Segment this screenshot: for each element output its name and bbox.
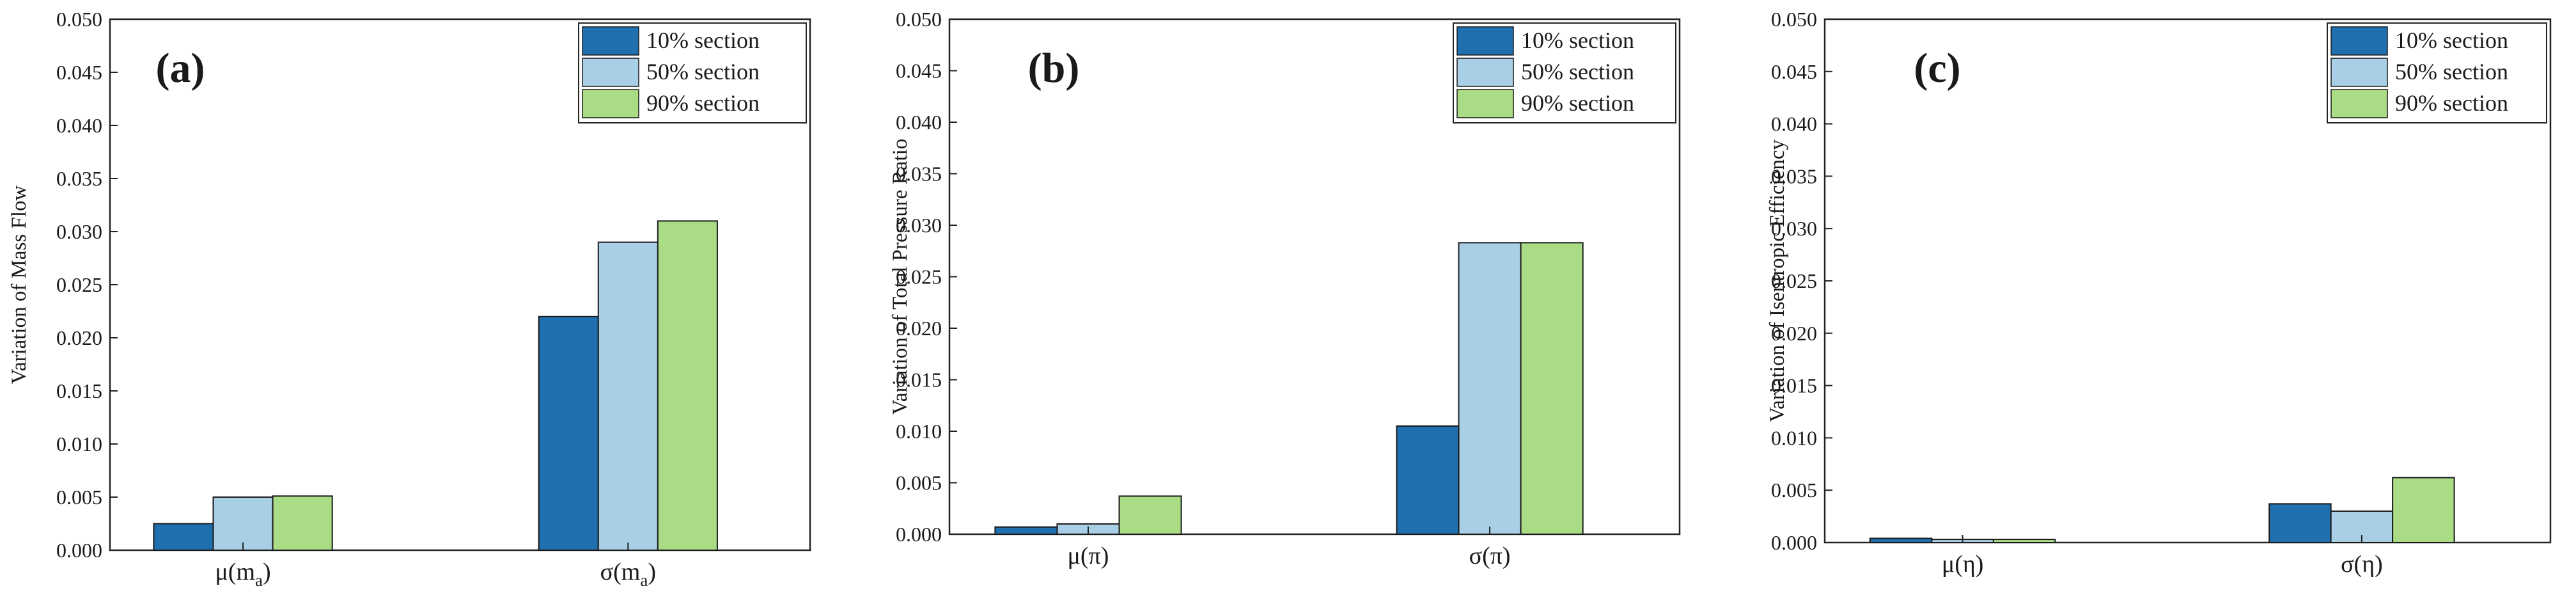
- legend-label: 10% section: [1521, 28, 1634, 53]
- bar-1-2: [538, 315, 599, 551]
- y-tick-label: 0.025: [1771, 269, 1817, 292]
- bar-2-2: [1458, 242, 1522, 535]
- y-tick-label: 0.020: [896, 317, 942, 340]
- y-axis-title: Variation of Total Pressure Ratio: [889, 139, 912, 415]
- y-tick-label: 0.045: [896, 60, 942, 83]
- y-tick-label: 0.040: [896, 111, 942, 134]
- legend-label: 10% section: [646, 28, 760, 53]
- y-tick-label: 0.000: [896, 523, 942, 546]
- y-tick-label: 0.000: [56, 539, 102, 562]
- bar-3-2: [1520, 242, 1584, 535]
- chart-panel-1: 0.000 0.005 0.010 0.015 0.020 0.025 0.030 0.035…: [8, 8, 811, 590]
- legend: 10% section 50% section 90% section: [1453, 22, 1676, 123]
- legend-label: 90% section: [646, 90, 760, 116]
- y-axis-title: Variation of Isentropic Efficiency: [1766, 139, 1789, 422]
- y-tick-label: 0.050: [56, 8, 102, 31]
- y-tick-label: 0.010: [1771, 426, 1817, 449]
- x-tick-label: μ(ma): [215, 559, 270, 590]
- legend-label: 10% section: [2395, 28, 2508, 53]
- y-tick-label: 0.010: [896, 420, 942, 443]
- chart-panel-2: 0.000 0.005 0.010 0.015 0.020 0.025 0.030 0.035…: [889, 8, 1681, 569]
- y-tick-label: 0.020: [56, 326, 102, 349]
- legend-swatch: [1456, 58, 1514, 87]
- y-tick-label: 0.010: [56, 432, 102, 456]
- bar-3-2: [2392, 477, 2455, 543]
- y-tick-label: 0.015: [1771, 374, 1817, 397]
- legend-swatch: [582, 26, 639, 56]
- y-tick-label: 0.015: [896, 369, 942, 392]
- y-tick-label: 0.025: [896, 266, 942, 289]
- bar-1-2: [2268, 503, 2332, 544]
- y-tick-label: 0.005: [56, 486, 102, 509]
- y-tick-label: 0.015: [56, 379, 102, 402]
- legend-swatch: [2330, 58, 2388, 87]
- panel-label: (a): [156, 45, 205, 91]
- y-tick-label: 0.045: [1771, 60, 1817, 83]
- legend-swatch: [1456, 26, 1514, 56]
- bar-1-1: [994, 526, 1058, 535]
- chart-panel-3: 0.000 0.005 0.010 0.015 0.020 0.025 0.030 0.035…: [1766, 8, 2552, 578]
- bar-1-2: [1396, 425, 1460, 536]
- y-tick-label: 0.005: [896, 472, 942, 495]
- bar-1-1: [1869, 537, 1933, 543]
- y-tick-label: 0.025: [56, 273, 102, 296]
- legend-label: 90% section: [1521, 90, 1634, 116]
- y-tick-label: 0.040: [1771, 113, 1817, 136]
- legend: 10% section 50% section 90% section: [2327, 22, 2547, 123]
- bar-3-1: [1118, 495, 1182, 535]
- legend-swatch: [582, 89, 639, 118]
- bar-2-2: [597, 241, 659, 551]
- x-tick-label: σ(η): [2341, 551, 2383, 578]
- panel-label: (c): [1914, 45, 1960, 91]
- y-tick-label: 0.030: [896, 214, 942, 237]
- x-tick-label: σ(ma): [600, 559, 656, 590]
- legend: 10% section 50% section 90% section: [578, 22, 807, 123]
- legend-swatch: [582, 58, 639, 87]
- bar-3-1: [1992, 539, 2056, 543]
- legend-label: 50% section: [646, 59, 760, 84]
- y-tick-label: 0.035: [1771, 164, 1817, 187]
- legend-swatch: [2330, 26, 2388, 56]
- bar-1-1: [153, 523, 214, 551]
- legend-swatch: [2330, 89, 2388, 118]
- panel-label: (b): [1028, 45, 1080, 91]
- y-tick-label: 0.035: [896, 163, 942, 186]
- y-axis-title: Variation of Mass Flow: [8, 185, 31, 384]
- y-tick-label: 0.030: [1771, 217, 1817, 240]
- y-tick-label: 0.020: [1771, 322, 1817, 345]
- legend-label: 50% section: [1521, 59, 1634, 84]
- bar-3-1: [272, 495, 333, 551]
- bar-2-1: [212, 496, 274, 551]
- x-tick-label: μ(π): [1068, 543, 1109, 569]
- y-tick-label: 0.040: [56, 114, 102, 137]
- y-tick-label: 0.000: [1771, 531, 1817, 554]
- legend-swatch: [1456, 89, 1514, 118]
- x-tick-label: σ(π): [1469, 543, 1511, 569]
- y-tick-label: 0.045: [56, 61, 102, 84]
- y-tick-label: 0.035: [56, 167, 102, 190]
- bar-3-2: [657, 220, 718, 551]
- y-tick-label: 0.050: [1771, 8, 1817, 31]
- y-tick-label: 0.005: [1771, 479, 1817, 502]
- x-tick-label: μ(η): [1942, 551, 1984, 578]
- y-tick-label: 0.050: [896, 8, 942, 31]
- y-tick-label: 0.030: [56, 220, 102, 243]
- legend-label: 50% section: [2395, 59, 2508, 84]
- legend-label: 90% section: [2395, 90, 2508, 116]
